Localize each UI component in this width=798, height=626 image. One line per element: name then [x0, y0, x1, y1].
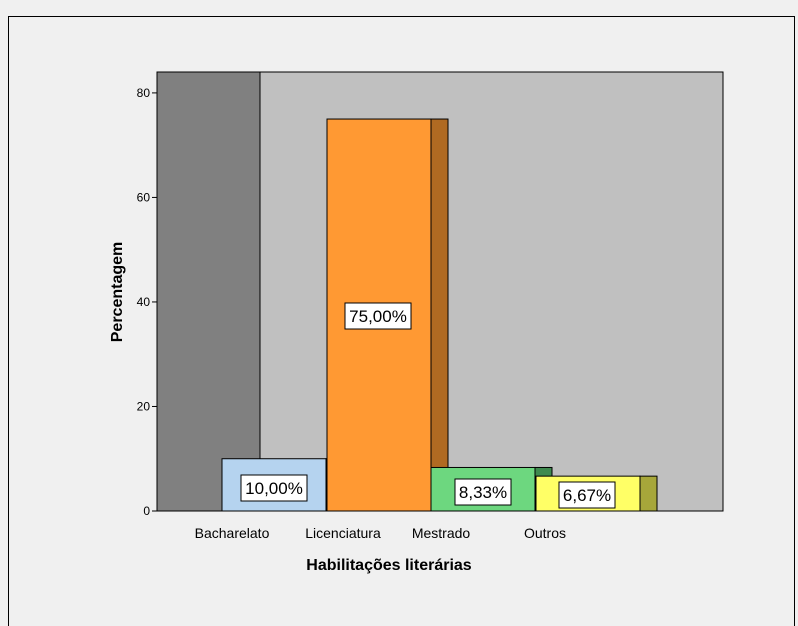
x-tick-label: Mestrado	[412, 525, 471, 541]
back-wall	[156, 71, 261, 512]
y-tick-label: 20	[137, 399, 151, 413]
y-axis-title: Percentagem	[109, 242, 126, 343]
bar-side-licenciatura	[430, 118, 449, 512]
y-tick-label: 0	[143, 504, 150, 518]
x-tick-label: Outros	[524, 525, 566, 541]
y-tick-label: 60	[137, 190, 151, 204]
chart-frame	[8, 16, 795, 626]
data-label-box	[454, 478, 512, 506]
data-label: 10,00%	[245, 479, 303, 498]
x-axis-title: Habilitações literárias	[306, 557, 472, 574]
axes-group: 0 20 40 60 80 Bacharelato Licenciatura Mestrado…	[137, 72, 723, 541]
bar-side-outros	[639, 475, 658, 512]
data-label-box	[344, 302, 412, 330]
y-tick-label: 40	[137, 295, 151, 309]
data-label-box	[240, 474, 308, 502]
data-label-box	[558, 481, 616, 509]
y-tick-label: 80	[137, 86, 151, 100]
x-tick-label: Licenciatura	[305, 525, 381, 541]
data-labels-group: 10,00% 75,00% 8,33% 6,67%	[240, 302, 616, 509]
data-label: 8,33%	[459, 483, 507, 502]
data-label: 6,67%	[563, 486, 611, 505]
data-label: 75,00%	[349, 307, 407, 326]
x-tick-label: Bacharelato	[195, 525, 270, 541]
